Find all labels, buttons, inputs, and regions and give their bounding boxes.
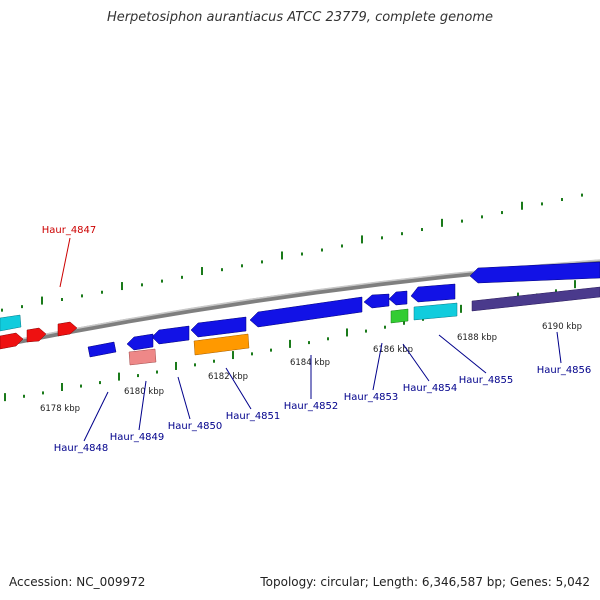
gene-block-cyan[interactable] [413,302,458,321]
kbp-label: 6184 kbp [290,358,330,368]
gene-leader-line [372,342,383,391]
gene-arrow[interactable] [363,293,390,309]
gene-label[interactable]: Haur_4853 [344,392,399,403]
kbp-label: 6178 kbp [40,404,80,414]
gene-arrow[interactable] [388,290,408,306]
gene-block-orange[interactable] [193,333,250,356]
gene-leader-line [556,331,562,364]
gene-arrow[interactable] [151,325,190,345]
gene-haur-4856-arrow[interactable] [469,261,600,284]
gene-label[interactable]: Haur_4851 [226,411,281,422]
leader-lines [59,237,562,442]
gene-arrow-red[interactable] [26,327,47,343]
kbp-label: 6190 kbp [542,322,582,332]
gene-arrow-red[interactable] [0,332,24,350]
map-title: Herpetosiphon aurantiacus ATCC 23779, co… [106,10,494,25]
gene-arrow[interactable] [126,333,154,351]
gene-leader-line [177,376,191,420]
kbp-label: 6188 kbp [457,333,497,343]
gene-block-green[interactable] [390,308,409,324]
gene-arrow[interactable] [410,283,456,303]
kbp-label: 6182 kbp [208,372,248,382]
gene-block-pink[interactable] [128,348,157,366]
gene-leader-line [59,237,71,288]
gene-label[interactable]: Haur_4854 [403,383,458,394]
gene-leader-line [438,334,487,374]
gene-label[interactable]: Haur_4856 [537,365,592,376]
gene-label[interactable]: Haur_4848 [54,443,109,454]
gene-label[interactable]: Haur_4849 [110,432,165,443]
gene-label[interactable]: Haur_4847 [42,225,97,236]
kbp-label: 6186 kbp [373,345,413,355]
upper-scale-ticks [1,193,583,312]
gene-label[interactable]: Haur_4850 [168,421,223,432]
gene-arrow-red[interactable] [57,321,78,337]
gene-arrow[interactable] [249,296,363,328]
gene-arrow[interactable] [190,316,247,338]
topology-label: Topology: circular; Length: 6,346,587 bp… [260,575,590,589]
gene-leader-line [83,391,109,442]
gene-leader-line [225,367,252,410]
gene-block-cyan-left[interactable] [0,314,22,332]
gene-label[interactable]: Haur_4852 [284,401,339,412]
accession-label: Accession: NC_009972 [9,575,146,589]
gene-leader-line [402,343,430,382]
gene-block-navy[interactable] [471,286,600,312]
gene-arrow[interactable] [87,341,117,358]
gene-label-layer: Haur_4847Haur_4848Haur_4849Haur_4850Haur… [42,225,592,454]
gene-label[interactable]: Haur_4855 [459,375,514,386]
gene-leader-line [138,380,147,431]
